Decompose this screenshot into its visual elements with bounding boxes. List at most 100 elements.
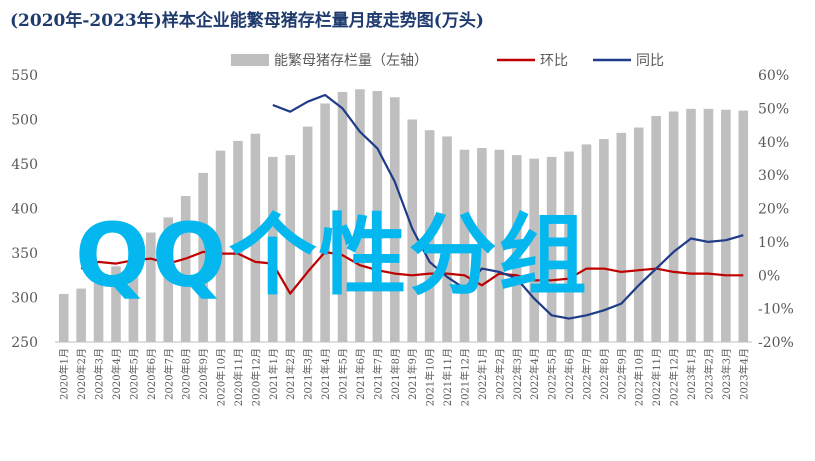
bar-27 — [511, 155, 522, 342]
x-tick-label-37: 2023年1月 — [685, 348, 698, 400]
bar-4 — [111, 266, 121, 342]
x-tick-label-35: 2022年11月 — [650, 348, 663, 406]
bar-16 — [320, 103, 330, 342]
x-tick-label-17: 2021年5月 — [337, 348, 350, 400]
x-tick-label-14: 2021年2月 — [284, 348, 297, 400]
bar-8 — [180, 196, 191, 342]
x-tick-label-25: 2022年1月 — [476, 348, 489, 400]
bar-37 — [686, 108, 696, 342]
x-tick-label-10: 2020年10月 — [215, 348, 228, 406]
bar-9 — [198, 172, 208, 342]
left-tick-label-4: 400 — [11, 202, 38, 218]
bar-19 — [372, 91, 383, 343]
left-tick-label-6: 500 — [11, 113, 38, 129]
x-tick-label-36: 2022年12月 — [668, 348, 681, 406]
bar-14 — [285, 155, 296, 342]
x-tick-label-18: 2021年6月 — [354, 348, 367, 400]
bar-17 — [337, 91, 348, 342]
x-tick-label-19: 2021年7月 — [371, 348, 384, 400]
right-tick-label-2: -10% — [758, 302, 794, 318]
bar-2 — [76, 288, 86, 342]
bar-5 — [128, 248, 139, 342]
legend-swatch-bar — [231, 54, 269, 66]
bar-33 — [616, 132, 627, 342]
legend-label-bar: 能繁母猪存栏量（左轴） — [274, 53, 428, 69]
bar-12 — [250, 133, 261, 342]
right-tick-label-3: 0% — [758, 268, 780, 284]
bar-10 — [215, 150, 226, 342]
x-tick-label-20: 2021年8月 — [389, 348, 402, 400]
x-tick-label-39: 2023年3月 — [720, 348, 733, 400]
x-tick-label-23: 2021年11月 — [441, 348, 454, 406]
x-tick-label-34: 2022年10月 — [633, 348, 646, 406]
legend-label-mom: 环比 — [540, 53, 568, 69]
x-tick-label-27: 2022年3月 — [511, 348, 524, 400]
x-tick-label-15: 2021年3月 — [302, 348, 315, 400]
left-tick-label-1: 250 — [11, 335, 38, 351]
right-tick-label-5: 20% — [758, 202, 789, 218]
right-tick-label-9: 60% — [758, 68, 789, 84]
chart-title: (2020年-2023年)样本企业能繁母猪存栏量月度走势图(万头) — [10, 11, 484, 31]
bar-22 — [424, 130, 435, 342]
x-tick-label-22: 2021年10月 — [424, 348, 437, 406]
x-tick-label-11: 2020年11月 — [232, 348, 245, 406]
bar-39 — [721, 109, 731, 343]
x-tick-label-21: 2021年9月 — [406, 348, 419, 400]
right-tick-label-1: -20% — [758, 335, 794, 351]
bar-20 — [389, 97, 400, 342]
left-tick-label-3: 350 — [11, 246, 38, 262]
x-tick-label-38: 2023年2月 — [702, 348, 715, 400]
bar-25 — [477, 147, 487, 342]
line-mom — [80, 250, 744, 295]
x-tick-label-8: 2020年8月 — [180, 348, 193, 400]
bar-15 — [302, 126, 313, 343]
bar-13 — [268, 156, 278, 342]
bar-7 — [163, 217, 174, 342]
line-yoy — [272, 93, 744, 320]
bar-6 — [146, 232, 156, 342]
bar-35 — [651, 115, 661, 342]
bar-3 — [93, 278, 104, 342]
right-tick-label-8: 50% — [758, 101, 789, 117]
x-tick-label-33: 2022年9月 — [615, 348, 628, 400]
x-tick-label-3: 2020年3月 — [93, 348, 106, 400]
bar-11 — [233, 140, 243, 342]
x-tick-label-2: 2020年2月 — [75, 348, 88, 400]
bar-28 — [529, 158, 539, 342]
right-tick-label-4: 10% — [758, 235, 789, 251]
x-tick-label-13: 2021年1月 — [267, 348, 280, 400]
x-tick-label-6: 2020年6月 — [145, 348, 158, 400]
x-tick-label-9: 2020年9月 — [197, 348, 210, 400]
bar-1 — [58, 293, 69, 342]
x-tick-label-28: 2022年4月 — [528, 348, 541, 400]
x-tick-label-16: 2021年4月 — [319, 348, 332, 400]
legend-label-yoy: 同比 — [636, 53, 664, 69]
right-tick-label-7: 40% — [758, 135, 789, 151]
x-tick-label-26: 2022年2月 — [493, 348, 506, 400]
left-tick-label-5: 450 — [11, 157, 38, 173]
bar-23 — [442, 136, 452, 342]
bar-38 — [703, 108, 714, 342]
x-tick-label-24: 2021年12月 — [458, 348, 471, 406]
x-tick-label-12: 2020年12月 — [249, 348, 262, 406]
x-tick-label-29: 2022年5月 — [546, 348, 559, 400]
bar-36 — [668, 111, 679, 343]
right-tick-label-6: 30% — [758, 168, 789, 184]
bar-32 — [599, 139, 609, 342]
bar-40 — [738, 110, 749, 342]
bar-34 — [633, 127, 644, 342]
x-tick-label-30: 2022年6月 — [563, 348, 576, 400]
bar-30 — [564, 151, 574, 342]
x-tick-label-5: 2020年5月 — [127, 348, 140, 400]
x-tick-label-32: 2022年8月 — [598, 348, 611, 400]
bar-26 — [494, 149, 505, 342]
x-tick-label-4: 2020年4月 — [110, 348, 123, 400]
bar-24 — [459, 149, 470, 342]
x-tick-label-31: 2022年7月 — [580, 348, 593, 400]
bar-18 — [355, 89, 365, 343]
x-tick-label-40: 2023年4月 — [737, 348, 750, 400]
left-tick-label-7: 550 — [11, 68, 38, 84]
bar-31 — [581, 144, 592, 342]
x-tick-label-1: 2020年1月 — [58, 348, 71, 400]
